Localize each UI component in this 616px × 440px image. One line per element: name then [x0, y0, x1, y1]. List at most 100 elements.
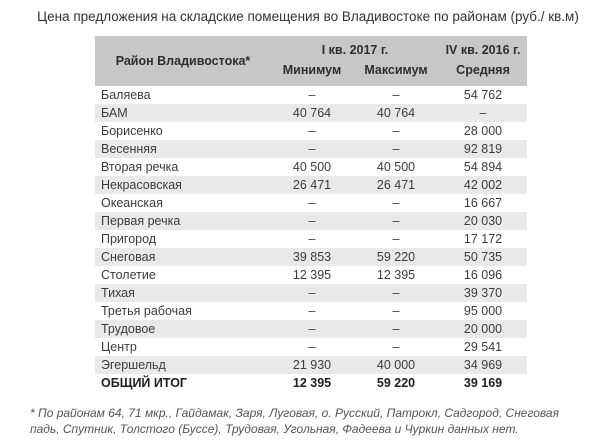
min-cell: 39 853 — [271, 248, 353, 266]
avg-cell: 20 030 — [439, 212, 528, 230]
table-row: Снеговая 39 853 59 220 50 735 — [95, 248, 528, 266]
table-row: Весенняя – –92 819 — [95, 140, 528, 158]
max-cell: – — [353, 140, 440, 158]
avg-cell: 34 969 — [439, 356, 528, 374]
table-header: Район Владивостока* I кв. 2017 г. IV кв.… — [95, 36, 528, 86]
table-row: Пригород – –17 172 — [95, 230, 528, 248]
avg-cell: – — [439, 104, 528, 122]
table-row: БАМ 40 764 40 764– — [95, 104, 528, 122]
header-row-groups: Район Владивостока* I кв. 2017 г. IV кв.… — [95, 36, 528, 86]
max-cell: – — [353, 86, 440, 104]
table-row: Столетие 12 395 12 395 16 096 — [95, 266, 528, 284]
page-title: Цена предложения на складские помещения … — [37, 9, 579, 24]
avg-cell: 28 000 — [439, 122, 528, 140]
column-group-q4-2016: IV кв. 2016 г. — [439, 36, 528, 63]
min-cell: – — [271, 230, 353, 248]
total-row: ОБЩИЙ ИТОГ 12 395 59 220 39 169 — [95, 374, 528, 392]
district-cell: Вторая речка — [95, 158, 271, 176]
max-cell: – — [353, 194, 440, 212]
avg-cell: 16 667 — [439, 194, 528, 212]
min-cell: – — [271, 122, 353, 140]
column-group-q1-2017: I кв. 2017 г. — [271, 36, 440, 63]
min-cell: – — [271, 302, 353, 320]
avg-cell: 54 894 — [439, 158, 528, 176]
max-cell: 59 220 — [353, 248, 440, 266]
min-cell: 21 930 — [271, 356, 353, 374]
district-cell: Трудовое — [95, 320, 271, 338]
max-cell: – — [353, 122, 440, 140]
header-row-measures: Минимум Максимум Средняя — [95, 63, 528, 86]
district-cell: Центр — [95, 338, 271, 356]
table-row: Вторая речка 40 500 40 500 54 894 — [95, 158, 528, 176]
total-max-value: 59 220 — [353, 374, 440, 392]
max-cell: 40 764 — [353, 104, 440, 122]
total-avg-value: 39 169 — [439, 374, 528, 392]
table-body: Баляева – –54 762 БАМ 40 764 40 764– Борисенко… — [95, 86, 528, 374]
max-cell: 40 500 — [353, 158, 440, 176]
column-header-district: Район Владивостока* — [95, 36, 271, 86]
district-cell: Снеговая — [95, 248, 271, 266]
district-cell: Борисенко — [95, 122, 271, 140]
max-cell: – — [353, 230, 440, 248]
table-row: Первая речка – –20 030 — [95, 212, 528, 230]
district-cell: Столетие — [95, 266, 271, 284]
district-cell: Третья рабочая — [95, 302, 271, 320]
district-cell: Пригород — [95, 230, 271, 248]
district-cell: Весенняя — [95, 140, 271, 158]
min-cell: 40 764 — [271, 104, 353, 122]
min-cell: – — [271, 86, 353, 104]
min-cell: – — [271, 284, 353, 302]
district-cell: Тихая — [95, 284, 271, 302]
district-cell: Первая речка — [95, 212, 271, 230]
table-footer: ОБЩИЙ ИТОГ 12 395 59 220 39 169 — [95, 374, 528, 392]
price-table: Район Владивостока* I кв. 2017 г. IV кв.… — [95, 36, 528, 392]
table-row: Борисенко – –28 000 — [95, 122, 528, 140]
avg-cell: 17 172 — [439, 230, 528, 248]
total-label: ОБЩИЙ ИТОГ — [95, 374, 271, 392]
avg-cell: 54 762 — [439, 86, 528, 104]
max-cell: 12 395 — [353, 266, 440, 284]
max-cell: – — [353, 320, 440, 338]
max-cell: – — [353, 284, 440, 302]
avg-cell: 92 819 — [439, 140, 528, 158]
min-cell: 12 395 — [271, 266, 353, 284]
district-cell: Некрасовская — [95, 176, 271, 194]
table-row: Баляева – –54 762 — [95, 86, 528, 104]
table-row: Некрасовская 26 471 26 471 42 002 — [95, 176, 528, 194]
max-cell: 40 000 — [353, 356, 440, 374]
district-cell: БАМ — [95, 104, 271, 122]
min-cell: – — [271, 140, 353, 158]
min-cell: 40 500 — [271, 158, 353, 176]
max-cell: – — [353, 338, 440, 356]
table-row: Тихая – –39 370 — [95, 284, 528, 302]
district-cell: Океанская — [95, 194, 271, 212]
table-row: Океанская – –16 667 — [95, 194, 528, 212]
avg-cell: 20 000 — [439, 320, 528, 338]
column-header-min: Минимум — [271, 63, 353, 86]
avg-cell: 50 735 — [439, 248, 528, 266]
min-cell: – — [271, 338, 353, 356]
district-cell: Баляева — [95, 86, 271, 104]
table-row: Трудовое – –20 000 — [95, 320, 528, 338]
footnote: * По районам 64, 71 мкр., Гайдамак, Заря… — [30, 406, 560, 436]
column-header-max: Максимум — [353, 63, 440, 86]
table-row: Центр – –29 541 — [95, 338, 528, 356]
min-cell: – — [271, 194, 353, 212]
avg-cell: 29 541 — [439, 338, 528, 356]
max-cell: – — [353, 212, 440, 230]
avg-cell: 16 096 — [439, 266, 528, 284]
total-min-value: 12 395 — [271, 374, 353, 392]
avg-cell: 42 002 — [439, 176, 528, 194]
min-cell: 26 471 — [271, 176, 353, 194]
max-cell: 26 471 — [353, 176, 440, 194]
table-row: Эгершельд 21 930 40 000 34 969 — [95, 356, 528, 374]
min-cell: – — [271, 320, 353, 338]
table-row: Третья рабочая – –95 000 — [95, 302, 528, 320]
avg-cell: 95 000 — [439, 302, 528, 320]
district-cell: Эгершельд — [95, 356, 271, 374]
column-header-avg: Средняя — [439, 63, 528, 86]
max-cell: – — [353, 302, 440, 320]
min-cell: – — [271, 212, 353, 230]
avg-cell: 39 370 — [439, 284, 528, 302]
